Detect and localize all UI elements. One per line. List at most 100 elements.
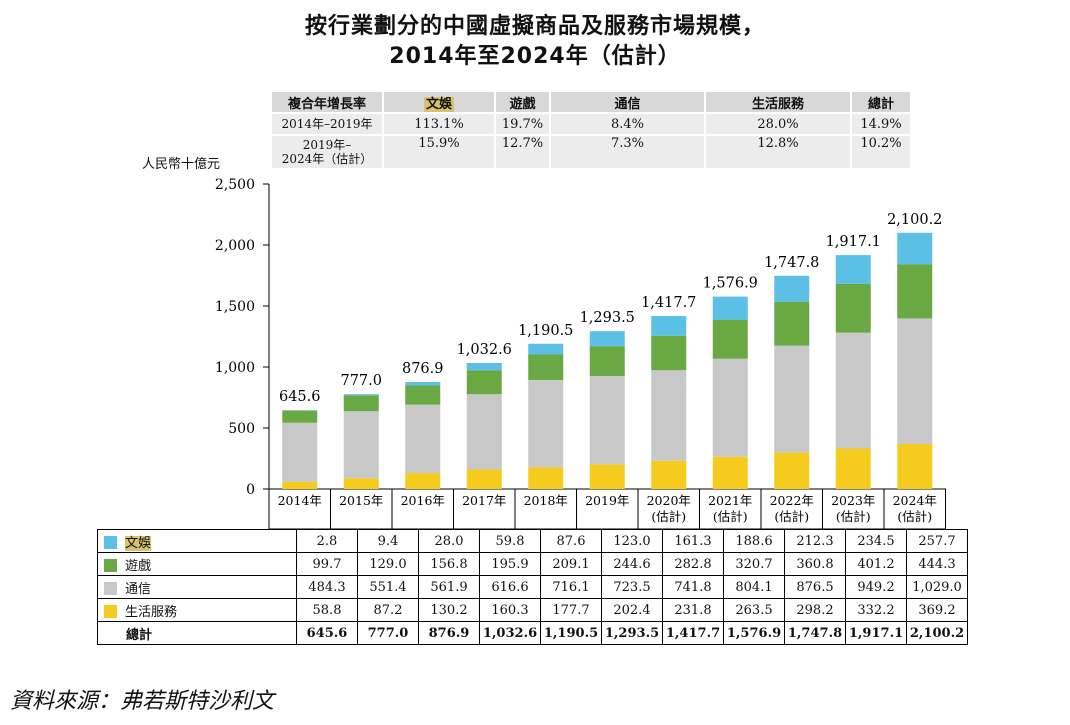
bar-segment bbox=[282, 481, 318, 489]
legend-swatch bbox=[104, 581, 117, 595]
row-label: 遊戲 bbox=[97, 552, 297, 576]
bar-segment bbox=[897, 318, 933, 444]
table-row-total: 總計 645.6 777.0 876.9 1,032.6 1,190.5 1,293.5 1,… bbox=[97, 621, 968, 645]
cagr-header-total: 總計 bbox=[852, 92, 910, 112]
table-row: 文娛 2.8 9.4 28.0 59.8 87.6 123.0 161.3 188.6 212.3… bbox=[97, 529, 968, 553]
cagr-value: 8.4% bbox=[551, 114, 704, 134]
table-cell: 209.1 bbox=[540, 552, 602, 576]
bar-segment bbox=[528, 379, 564, 468]
bar-segment bbox=[651, 335, 687, 371]
bar-segment bbox=[466, 394, 502, 470]
bar-segment bbox=[466, 363, 502, 371]
table-cell: 369.2 bbox=[906, 598, 968, 622]
table-cell: 9.4 bbox=[357, 529, 419, 553]
table-cell: 804.1 bbox=[723, 575, 785, 599]
table-cell: 320.7 bbox=[723, 552, 785, 576]
bar-segment bbox=[774, 345, 810, 453]
bar-segment bbox=[405, 473, 441, 489]
cagr-value: 14.9% bbox=[852, 114, 910, 134]
x-tick-label: 2023年 bbox=[831, 493, 875, 508]
row-label: 通信 bbox=[97, 575, 297, 599]
table-cell: 282.8 bbox=[662, 552, 724, 576]
x-tick-label: 2017年 bbox=[462, 493, 506, 508]
table-cell: 28.0 bbox=[418, 529, 480, 553]
cagr-value: 15.9% bbox=[384, 136, 494, 168]
table-cell: 723.5 bbox=[601, 575, 663, 599]
data-table: 文娛 2.8 9.4 28.0 59.8 87.6 123.0 161.3 188.6 212.3… bbox=[97, 529, 968, 645]
x-tick-label: 2021年 bbox=[708, 493, 752, 508]
table-cell-total: 2,100.2 bbox=[906, 621, 968, 645]
table-cell: 244.6 bbox=[601, 552, 663, 576]
bar-segment bbox=[282, 422, 318, 482]
bar-segment bbox=[712, 456, 748, 489]
y-tick-label: 2,500 bbox=[215, 177, 255, 193]
table-cell: 123.0 bbox=[601, 529, 663, 553]
bar-segment bbox=[405, 382, 441, 386]
table-cell: 130.2 bbox=[418, 598, 480, 622]
table-cell-total: 777.0 bbox=[357, 621, 419, 645]
x-tick-sublabel: (估計) bbox=[774, 509, 809, 524]
bar-segment bbox=[282, 410, 318, 423]
cagr-value: 10.2% bbox=[852, 136, 910, 168]
table-cell-total: 1,747.8 bbox=[784, 621, 846, 645]
total-label: 777.0 bbox=[340, 373, 382, 389]
chart-title-line2: 2014年至2024年（估計） bbox=[389, 44, 681, 69]
table-cell: 444.3 bbox=[906, 552, 968, 576]
legend-swatch bbox=[104, 535, 117, 549]
bar-segment bbox=[774, 275, 810, 302]
cagr-value: 12.8% bbox=[706, 136, 850, 168]
bar-segment bbox=[528, 354, 564, 380]
bar-segment bbox=[897, 264, 933, 319]
table-cell: 332.2 bbox=[845, 598, 907, 622]
bar-segment bbox=[405, 404, 441, 474]
total-label: 876.9 bbox=[402, 361, 444, 377]
cagr-value: 28.0% bbox=[706, 114, 850, 134]
bar-segment bbox=[712, 319, 748, 359]
total-label: 1,293.5 bbox=[580, 310, 635, 326]
row-label: 生活服務 bbox=[97, 598, 297, 622]
cagr-value: 7.3% bbox=[551, 136, 704, 168]
table-cell: 99.7 bbox=[296, 552, 358, 576]
legend-label: 生活服務 bbox=[125, 604, 178, 620]
bar-segment bbox=[897, 232, 933, 265]
bar-segment bbox=[712, 358, 748, 457]
table-cell: 177.7 bbox=[540, 598, 602, 622]
bar-segment bbox=[528, 467, 564, 489]
table-cell-total: 1,917.1 bbox=[845, 621, 907, 645]
table-cell: 59.8 bbox=[479, 529, 541, 553]
total-label: 1,747.8 bbox=[764, 255, 819, 271]
bar-segment bbox=[343, 411, 379, 479]
table-cell: 257.7 bbox=[906, 529, 968, 553]
table-cell: 195.9 bbox=[479, 552, 541, 576]
bar-segment bbox=[589, 464, 625, 489]
bar-segment bbox=[774, 301, 810, 346]
table-cell-total: 1,190.5 bbox=[540, 621, 602, 645]
table-cell: 161.3 bbox=[662, 529, 724, 553]
cagr-header-games: 遊戲 bbox=[496, 92, 549, 112]
table-cell: 58.8 bbox=[296, 598, 358, 622]
table-cell: 212.3 bbox=[784, 529, 846, 553]
table-row: 生活服務 58.8 87.2 130.2 160.3 177.7 202.4 231.8 263… bbox=[97, 598, 968, 622]
cagr-header-entertainment: 文娛 bbox=[384, 92, 494, 112]
total-label: 1,417.7 bbox=[641, 295, 696, 311]
cagr-value: 12.7% bbox=[496, 136, 549, 168]
bar-segment bbox=[405, 385, 441, 405]
legend-label: 文娛 bbox=[125, 535, 152, 551]
cagr-value: 19.7% bbox=[496, 114, 549, 134]
legend-label: 遊戲 bbox=[125, 558, 152, 574]
row-label-total: 總計 bbox=[97, 621, 297, 645]
table-cell: 716.1 bbox=[540, 575, 602, 599]
cagr-header-label: 複合年增長率 bbox=[272, 92, 382, 112]
x-tick-sublabel: (估計) bbox=[897, 509, 932, 524]
table-cell-total: 1,417.7 bbox=[662, 621, 724, 645]
table-cell: 551.4 bbox=[357, 575, 419, 599]
bar-segment bbox=[651, 316, 687, 336]
bar-segment bbox=[589, 331, 625, 347]
y-tick-label: 500 bbox=[228, 421, 255, 437]
bar-segment bbox=[835, 332, 871, 449]
total-label: 1,576.9 bbox=[703, 276, 758, 292]
table-cell: 616.6 bbox=[479, 575, 541, 599]
bar-segment bbox=[343, 478, 379, 489]
y-axis-unit-label: 人民幣十億元 bbox=[142, 157, 221, 172]
table-cell-total: 1,032.6 bbox=[479, 621, 541, 645]
